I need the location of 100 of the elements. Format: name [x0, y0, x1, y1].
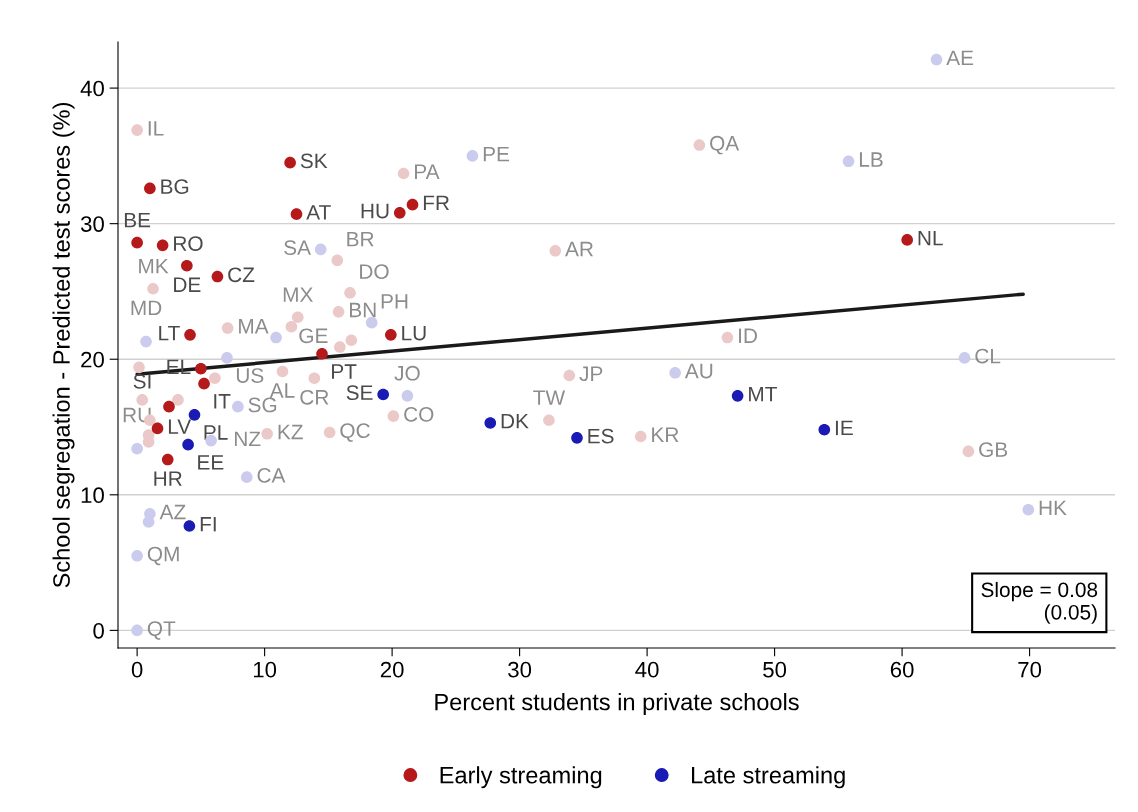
data-label: PH [381, 294, 408, 309]
data-label: BE [124, 212, 151, 228]
data-label: GB [979, 442, 1008, 458]
data-label: JO [394, 365, 420, 381]
x-tick-label: 70 [1018, 661, 1042, 678]
data-label: KR [652, 427, 679, 442]
data-label: CZ [228, 267, 255, 283]
data-label: CL [975, 348, 1001, 364]
point [276, 365, 289, 378]
point [161, 453, 174, 466]
data-label: AR [565, 241, 593, 257]
data-label: NZ [235, 431, 261, 446]
data-label: BG [161, 179, 189, 195]
point [195, 362, 207, 375]
data-label: PE [483, 146, 510, 162]
point [345, 334, 358, 347]
point [140, 335, 152, 348]
data-label: LU [402, 325, 426, 341]
data-label: QC [340, 423, 370, 442]
point [183, 520, 196, 532]
point [240, 471, 253, 483]
point [332, 305, 345, 318]
point [377, 388, 389, 401]
y-tick-label: 30 [80, 216, 104, 232]
y-axis-title: School segregation - Predicted test scores (%) [52, 103, 75, 588]
point [232, 400, 244, 413]
point [290, 208, 303, 220]
data-label: DK [501, 414, 529, 429]
data-label: DO [360, 264, 389, 279]
point [163, 400, 175, 413]
point [406, 198, 419, 211]
point [131, 624, 143, 637]
annotation: Slope = 0.08 (0.05) [981, 581, 1098, 624]
point [308, 372, 321, 385]
data-label: ID [739, 328, 757, 343]
data-label: IE [835, 420, 853, 436]
data-label: PL [204, 425, 228, 440]
point [1022, 503, 1035, 516]
point [543, 414, 555, 427]
data-label: HU [361, 203, 389, 219]
point [334, 341, 346, 353]
data-label: IL [148, 121, 164, 136]
data-label: ES [588, 428, 614, 444]
point [172, 394, 184, 406]
x-tick-label: 40 [635, 661, 659, 678]
point [144, 182, 156, 195]
data-label: AU [684, 363, 713, 379]
data-label: PA [415, 164, 440, 179]
point [181, 259, 193, 272]
point [270, 331, 282, 344]
data-label: MA [239, 319, 269, 334]
x-tick-label: 30 [508, 661, 532, 678]
point [156, 239, 169, 252]
data-label: EE [198, 455, 224, 470]
y-tick-label: 20 [81, 351, 104, 368]
data-label: AT [306, 205, 331, 220]
data-label: AE [946, 50, 974, 66]
point [147, 282, 159, 295]
point [131, 442, 143, 455]
point [198, 377, 210, 390]
y-tick-label: 40 [80, 80, 104, 97]
point [401, 390, 414, 402]
point [284, 156, 296, 169]
legend-label: Early streaming [440, 766, 602, 789]
point [285, 320, 298, 333]
point [323, 426, 336, 439]
point [131, 236, 143, 249]
point [211, 270, 224, 283]
y-tick-label: 10 [81, 487, 104, 504]
y-tick-label: 0 [93, 622, 104, 639]
point [693, 139, 706, 151]
data-label: KZ [278, 424, 303, 440]
x-tick-label: 50 [763, 661, 787, 678]
point [731, 390, 744, 402]
point [669, 366, 681, 379]
data-label: QA [710, 135, 740, 155]
data-label: SG [248, 397, 277, 413]
point [209, 372, 221, 385]
point [387, 410, 400, 422]
point [131, 550, 143, 562]
point [901, 234, 913, 246]
data-label: SE [346, 385, 373, 401]
point [133, 361, 145, 374]
point [331, 254, 344, 267]
data-label: CO [404, 407, 434, 422]
point [344, 287, 356, 299]
data-label: HK [1039, 500, 1067, 516]
point [221, 352, 233, 364]
data-label: SI [133, 373, 151, 389]
point [188, 409, 201, 421]
point [842, 155, 855, 168]
data-label: SK [300, 153, 328, 169]
point [131, 124, 143, 136]
data-label: RO [174, 236, 203, 251]
point [571, 432, 583, 444]
data-label: JP [579, 366, 603, 382]
point [184, 329, 196, 341]
data-label: MT [749, 386, 777, 402]
x-axis-title: Percent students in private schools [435, 693, 799, 716]
data-label: HR [154, 471, 182, 486]
